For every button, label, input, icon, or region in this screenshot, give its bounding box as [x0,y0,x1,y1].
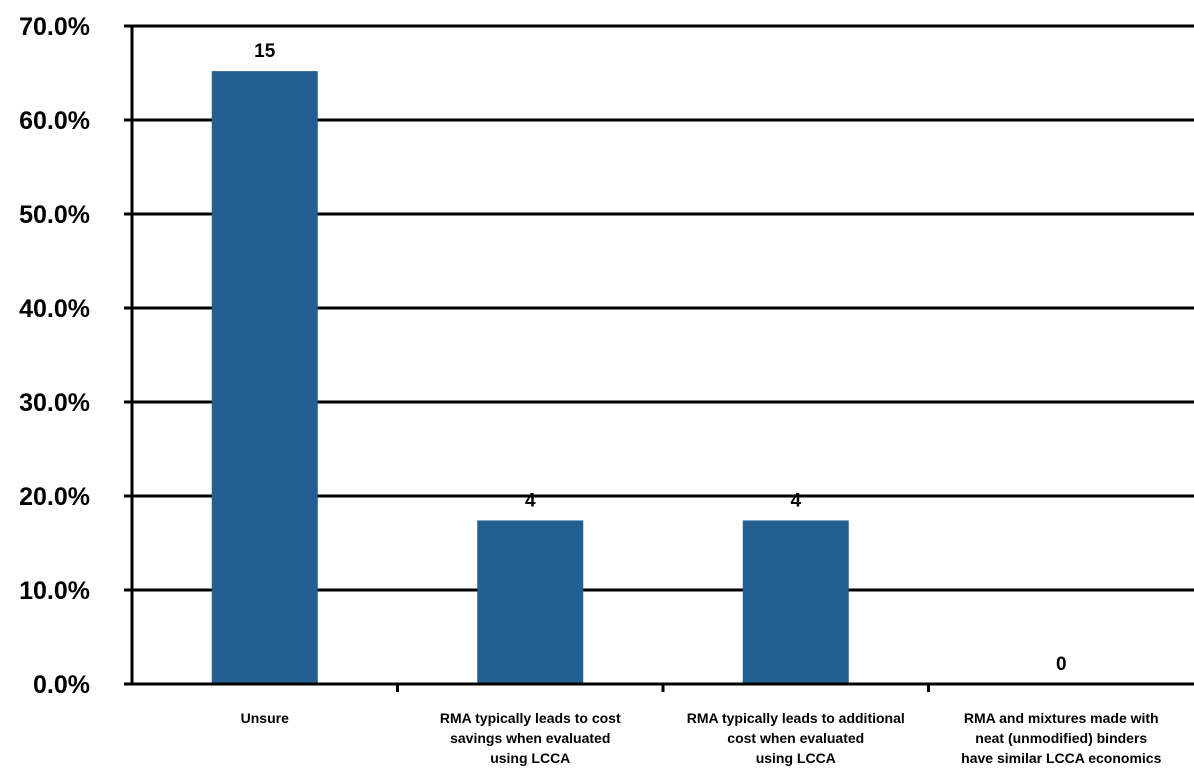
x-category-label: RMA typically leads to cost savings when … [440,710,621,766]
labels: 0.0% 10.0% 20.0% 30.0% 40.0% 50.0% 60.0% 70.0% 1… [19,13,1161,766]
x-category-label-line: RMA typically leads to cost [440,710,621,726]
y-tick-label: 40.0% [19,295,90,323]
x-category-label-line: using LCCA [756,750,836,766]
data-label: 4 [790,490,801,511]
y-tick-label: 30.0% [19,389,90,417]
x-category-label: Unsure [241,710,289,726]
y-tick-label: 70.0% [19,13,90,41]
x-category-label-line: neat (unmodified) binders [975,730,1147,746]
y-tick-label: 0.0% [33,671,90,699]
x-category-label: RMA and mixtures made with neat (unmodifi… [961,710,1161,766]
data-label: 0 [1056,654,1067,675]
x-category-label-line: savings when evaluated [450,730,610,746]
x-category-label-line: RMA typically leads to additional [687,710,905,726]
x-category-label-line: RMA and mixtures made with [964,710,1159,726]
bar [477,520,584,684]
x-category-label: RMA typically leads to additional cost wh… [687,710,905,766]
y-tick-label: 10.0% [19,577,90,605]
bar [742,520,849,684]
y-tick-label: 50.0% [19,201,90,229]
x-category-label-line: cost when evaluated [727,730,864,746]
x-category-label-line: using LCCA [490,750,570,766]
y-tick-label: 60.0% [19,107,90,135]
axes [124,24,1194,692]
x-category-label-line: have similar LCCA economics [961,750,1161,766]
data-label: 15 [254,41,276,62]
y-tick-label: 20.0% [19,483,90,511]
x-category-label-line: Unsure [241,710,289,726]
data-label: 4 [525,490,536,511]
bar [211,71,318,685]
bars [211,71,849,685]
